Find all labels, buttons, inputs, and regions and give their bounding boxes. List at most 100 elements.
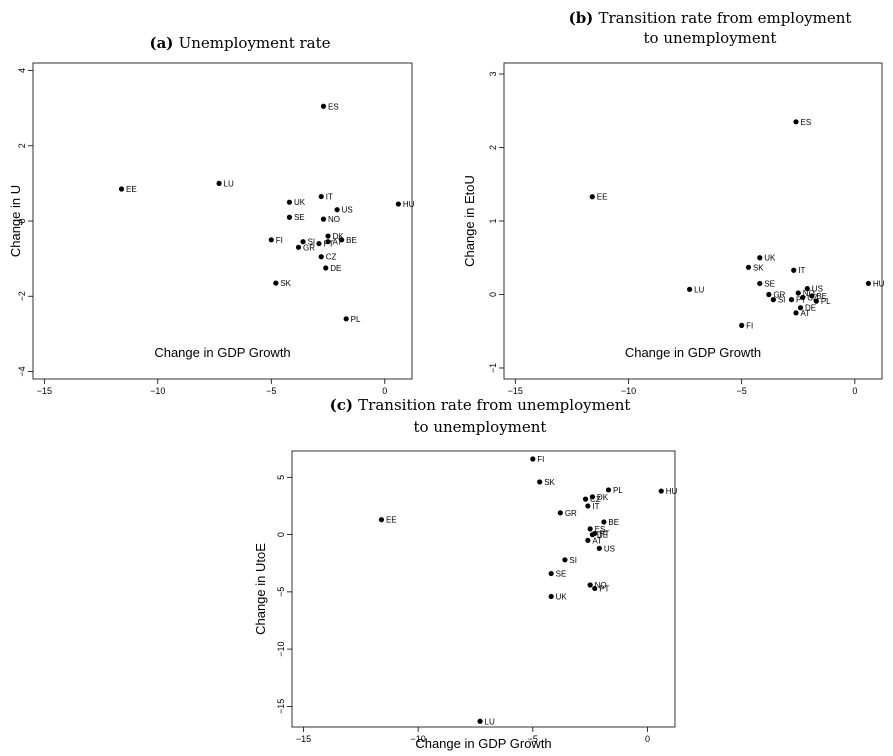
data-point-cz [318,254,324,260]
point-label-at: AT [592,536,602,545]
data-point-gr [766,291,772,298]
y-tick-label: 0 [488,292,498,297]
point-label-dk: DK [333,232,345,241]
x-tick-label: 0 [645,734,650,744]
x-tick-label: −5 [266,386,276,396]
panel-letter: (c) [330,396,359,414]
point-label-it: IT [592,502,599,511]
panel-letter: (b) [569,9,599,27]
data-point-ee [378,517,385,523]
data-point-pt [592,530,598,537]
point-label-pt: PT [796,296,806,305]
data-point-pt [592,585,598,592]
point-label-be: BE [346,236,357,245]
point-label-es: ES [595,525,606,534]
data-point-hu [865,280,872,287]
point-label-cz: CZ [590,495,601,504]
data-point-gr [295,244,302,250]
chart-panel-2: (b) Transition rate from employment to un… [462,9,885,396]
point-label-ee: EE [386,516,397,525]
point-label-be: BE [816,292,827,301]
title-text: Transition rate from unemployment [358,396,630,414]
data-point-sk [537,479,543,485]
data-point-cz [800,294,806,301]
y-tick-label: 0 [276,532,286,537]
data-point-si [300,239,306,245]
y-axis-label: Change in UtoE [253,543,268,635]
point-label-de: DE [330,264,341,273]
data-point-es [320,103,327,109]
plot-frame [291,450,676,728]
y-tick-label: 4 [17,68,27,73]
x-tick-label: 0 [382,386,387,396]
chart-title-line: to unemployment [644,29,777,47]
point-label-no: NO [595,581,607,590]
data-point-it [318,193,324,200]
point-label-lu: LU [224,179,234,188]
title-text: Unemployment rate [179,34,331,52]
point-label-uk: UK [764,254,776,263]
point-label-lu: LU [694,285,704,294]
data-point-at [793,310,799,316]
point-label-us: US [812,285,823,294]
data-point-us [334,207,340,213]
chart-title-line: (a) Unemployment rate [149,34,330,52]
data-point-hu [658,488,664,494]
x-tick-label: −10 [150,386,165,396]
point-label-si: SI [778,296,786,305]
x-tick-label: 0 [852,386,857,396]
x-axis-label: Change in GDP Growth [625,345,761,360]
data-point-pl [343,316,349,322]
point-label-sk: SK [544,478,555,487]
data-point-cz [582,496,589,502]
data-point-no [795,290,801,296]
data-point-it [791,267,797,273]
point-label-it: IT [326,193,333,202]
data-point-us [596,545,602,551]
point-label-gr: GR [773,290,785,299]
data-point-pl [813,298,819,304]
chart-title-line: (c) Transition rate from unemployment [330,396,631,414]
point-label-us: US [342,206,353,215]
plot-frame [503,62,883,380]
point-label-ee: EE [126,185,137,194]
point-label-pl: PL [613,486,623,495]
x-tick-label: −15 [296,734,311,744]
data-point-fi [739,322,745,328]
x-tick-label: −5 [737,386,747,396]
data-point-be [601,519,607,525]
point-label-lu: LU [485,717,495,726]
point-label-pt: PT [599,529,609,538]
y-tick-label: 2 [17,143,27,148]
y-tick-label: −4 [17,366,27,376]
data-point-uk [286,199,293,205]
x-axis-label: Change in GDP Growth [415,736,551,751]
point-label-sk: SK [753,263,764,272]
data-point-si [770,297,776,303]
data-point-pt [788,297,795,303]
title-text: Transition rate from employment [599,9,852,27]
data-point-be [339,237,345,243]
point-label-uk: UK [294,198,306,207]
x-tick-label: −5 [528,734,538,744]
x-axis-label: Change in GDP Growth [154,345,290,360]
point-label-hu: HU [403,200,415,209]
point-label-at: AT [800,309,810,318]
point-label-pl: PL [351,315,361,324]
point-label-fi: FI [276,236,283,245]
data-point-at [325,239,331,245]
data-point-fi [268,237,274,243]
data-point-se [548,570,554,577]
data-point-de [797,305,804,311]
y-tick-label: −1 [488,363,498,373]
y-tick-label: −5 [276,587,286,597]
data-point-us [804,286,810,292]
data-point-de [323,265,329,271]
data-point-sk [745,264,752,270]
point-label-de: DE [597,531,608,540]
point-label-it: IT [798,266,805,275]
point-label-se: SE [556,570,567,579]
point-label-gr: GR [565,509,577,518]
point-label-fi: FI [746,321,753,330]
